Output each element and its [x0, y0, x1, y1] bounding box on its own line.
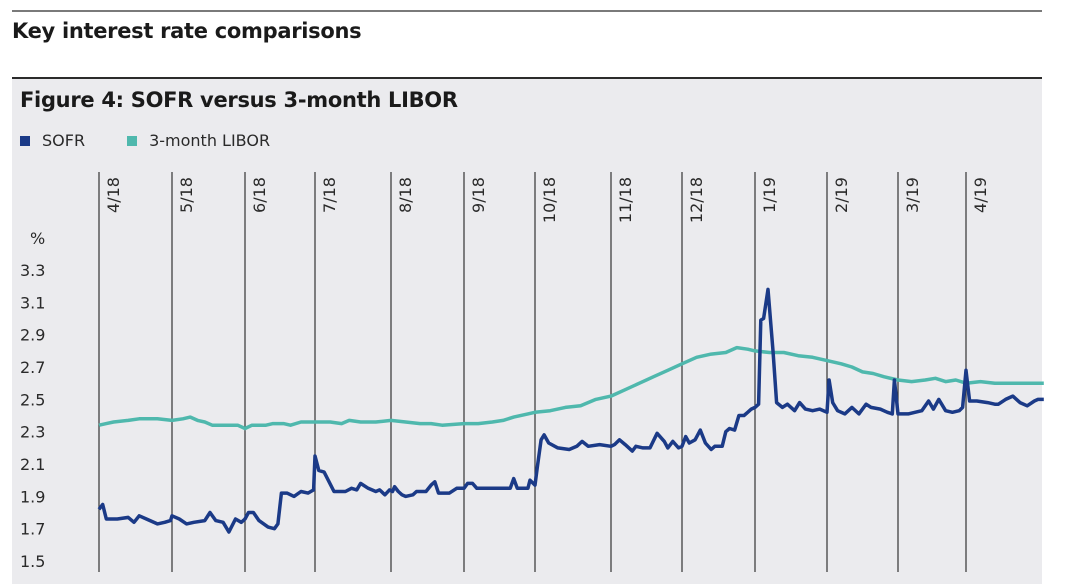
x-tick-label: 3/19 [903, 177, 922, 213]
x-tick-label: 4/18 [104, 177, 123, 213]
x-tick-label: 8/18 [396, 177, 415, 213]
y-tick-label: 2.7 [20, 358, 45, 377]
legend-item-sofr: SOFR [20, 131, 85, 150]
libor-series-line [98, 345, 1044, 431]
sofr-series-line [97, 287, 1044, 534]
libor-swatch-icon [127, 135, 138, 146]
y-axis-unit: % [30, 229, 45, 248]
y-tick-label: 1.7 [20, 520, 45, 539]
x-tick-label: 1/19 [760, 177, 779, 213]
y-tick-label: 3.1 [20, 293, 45, 312]
month-gridlines [98, 172, 967, 572]
chart-legend: SOFR 3-month LIBOR [20, 131, 312, 150]
x-tick-label: 4/19 [971, 177, 990, 213]
x-tick-label: 2/19 [832, 177, 851, 213]
legend-label-sofr: SOFR [42, 131, 86, 150]
y-tick-label: 2.1 [20, 455, 45, 474]
section-title: Key interest rate comparisons [12, 19, 362, 43]
x-axis-labels: 4/18 5/18 6/18 7/18 8/18 9/18 10/18 11/18 12/18 1… [104, 177, 990, 223]
x-tick-label: 9/18 [469, 177, 488, 213]
sofr-swatch-icon [20, 135, 30, 146]
figure-panel [12, 77, 1042, 584]
y-tick-label: 1.5 [20, 552, 45, 571]
y-tick-label: 3.3 [20, 261, 45, 280]
x-tick-label: 11/18 [616, 177, 635, 223]
x-tick-label: 6/18 [250, 177, 269, 213]
x-tick-label: 12/18 [687, 177, 706, 223]
x-tick-label: 5/18 [177, 177, 196, 213]
y-tick-label: 2.5 [20, 390, 45, 409]
y-tick-label: 1.9 [20, 487, 45, 506]
x-tick-label: 7/18 [320, 177, 339, 213]
figure-title: Figure 4: SOFR versus 3-month LIBOR [20, 88, 458, 112]
y-axis-labels: 3.3 3.1 2.9 2.7 2.5 2.3 2.1 1.9 1.7 1.5 [20, 261, 45, 571]
top-divider [12, 10, 1042, 12]
y-tick-label: 2.3 [20, 423, 45, 442]
legend-label-libor: 3-month LIBOR [149, 131, 271, 150]
legend-item-libor: 3-month LIBOR [127, 131, 270, 150]
x-tick-label: 10/18 [540, 177, 559, 223]
y-tick-label: 2.9 [20, 326, 45, 345]
